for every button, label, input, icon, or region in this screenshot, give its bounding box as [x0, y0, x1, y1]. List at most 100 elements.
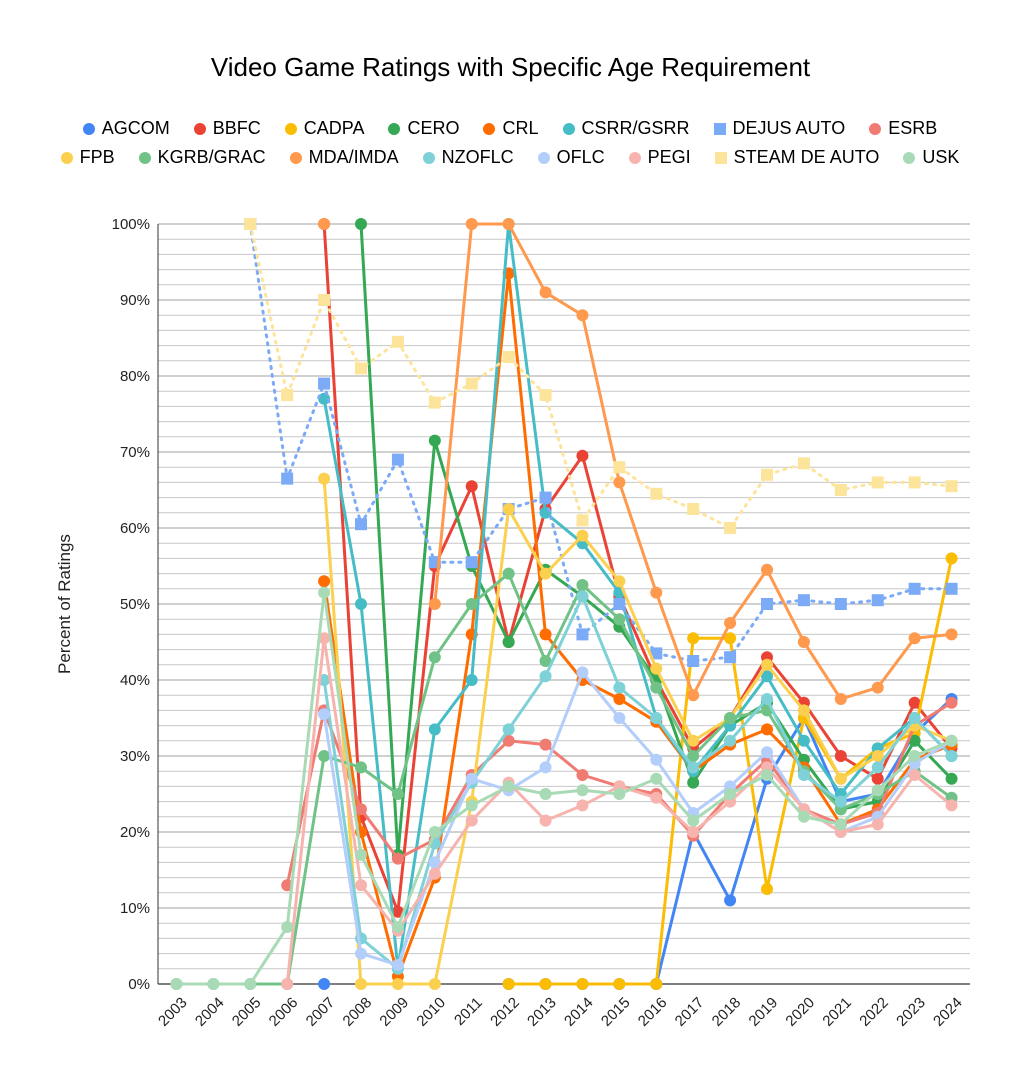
data-point-cadpa: [613, 978, 626, 990]
data-point-oflc: [428, 856, 441, 869]
data-point-mda-imda: [539, 286, 552, 299]
data-point-pegi: [281, 978, 294, 990]
legend-marker: [193, 122, 206, 135]
data-point-nzoflc: [871, 761, 884, 774]
data-point-usk: [613, 788, 626, 800]
data-point-usk: [318, 586, 331, 599]
data-point-cero: [355, 218, 367, 230]
data-point-nzoflc: [687, 761, 700, 774]
data-point-dejus-auto: [687, 655, 700, 667]
data-point-dejus-auto: [871, 594, 884, 607]
data-point-cero: [908, 734, 921, 747]
data-point-crl: [539, 628, 552, 641]
data-point-nzoflc: [502, 723, 515, 736]
data-point-kgrb-grac: [687, 750, 700, 762]
legend-marker: [422, 151, 435, 164]
data-point-oflc: [465, 772, 478, 785]
data-point-mda-imda: [871, 681, 884, 694]
data-point-pegi: [465, 814, 478, 827]
data-point-fpb: [761, 658, 773, 671]
legend-label: OFLC: [556, 147, 605, 167]
legend-marker: [713, 122, 726, 135]
legend-label: BBFC: [212, 118, 261, 138]
data-point-fpb: [428, 978, 441, 990]
x-tick-label: 2016: [635, 994, 671, 1030]
data-point-steam-de-auto: [539, 389, 552, 401]
x-tick-label: 2008: [340, 994, 376, 1030]
data-point-dejus-auto: [724, 651, 737, 664]
data-point-pegi: [355, 879, 367, 892]
data-point-usk: [724, 788, 737, 800]
data-point-steam-de-auto: [318, 294, 331, 306]
legend-row: AGCOM BBFC CADPA CERO CRL CSRR/GSRR DEJUS AUTO…: [40, 118, 980, 139]
legend-label: PEGI: [647, 147, 691, 167]
data-point-esrb: [945, 696, 958, 709]
legend-label: MDA/IMDA: [308, 147, 399, 167]
x-tick-label: 2005: [229, 994, 265, 1030]
data-point-usk: [391, 921, 404, 933]
data-point-esrb: [391, 852, 404, 865]
legend-marker: [138, 151, 151, 164]
data-point-kgrb-grac: [724, 712, 737, 724]
y-tick-label: 90%: [120, 292, 150, 309]
data-point-usk: [945, 734, 958, 747]
data-point-usk: [834, 818, 847, 831]
data-point-kgrb-grac: [613, 613, 626, 626]
data-point-mda-imda: [650, 586, 663, 599]
data-point-oflc: [318, 708, 331, 721]
legend-item-cero: CERO: [388, 118, 459, 139]
data-point-kgrb-grac: [355, 761, 367, 774]
legend-label: NZOFLC: [441, 147, 514, 167]
legend-item-esrb: ESRB: [869, 118, 937, 139]
x-tick-label: 2011: [451, 994, 486, 1029]
data-point-pegi: [539, 814, 552, 827]
data-point-csrr-gsrr: [465, 674, 478, 686]
x-tick-label: 2004: [192, 994, 228, 1030]
data-point-cadpa: [761, 883, 773, 895]
series-line-bbfc: [322, 222, 953, 914]
data-point-mda-imda: [908, 632, 921, 645]
data-point-bbfc: [465, 480, 478, 493]
data-point-bbfc: [908, 696, 921, 709]
data-point-mda-imda: [428, 598, 441, 610]
data-point-fpb: [502, 503, 515, 515]
y-tick-label: 70%: [120, 444, 150, 461]
data-point-fpb: [613, 575, 626, 588]
data-point-kgrb-grac: [576, 579, 589, 591]
data-point-steam-de-auto: [428, 396, 441, 409]
data-point-steam-de-auto: [687, 503, 700, 515]
data-point-mda-imda: [613, 476, 626, 489]
data-point-mda-imda: [761, 563, 773, 576]
data-point-nzoflc: [539, 670, 552, 683]
data-point-csrr-gsrr: [761, 670, 773, 683]
legend-row: FPB KGRB/GRAC MDA/IMDA NZOFLC OFLC PEGI STEAM …: [40, 147, 980, 168]
y-tick-label: 80%: [120, 368, 150, 385]
x-tick-label: 2007: [303, 994, 339, 1030]
data-point-mda-imda: [576, 309, 589, 322]
data-point-oflc: [576, 666, 589, 679]
data-point-steam-de-auto: [871, 476, 884, 489]
data-point-kgrb-grac: [539, 655, 552, 667]
data-point-cadpa: [502, 978, 515, 990]
data-point-dejus-auto: [613, 598, 626, 610]
x-tick-label: 2006: [266, 994, 302, 1030]
legend-item-dejus-auto: DEJUS AUTO: [713, 118, 845, 139]
data-point-bbfc: [391, 905, 404, 918]
data-point-bbfc: [834, 750, 847, 762]
data-point-usk: [908, 750, 921, 762]
data-point-cero: [428, 434, 441, 447]
legend-marker: [562, 122, 575, 135]
legend-marker: [628, 151, 641, 164]
data-point-mda-imda: [502, 218, 515, 230]
data-point-agcom: [724, 894, 737, 907]
data-point-pegi: [687, 826, 700, 838]
data-point-fpb: [871, 750, 884, 762]
data-point-bbfc: [576, 449, 589, 462]
data-point-fpb: [797, 704, 810, 717]
data-point-usk: [871, 784, 884, 797]
data-point-dejus-auto: [355, 518, 367, 531]
legend-marker: [82, 122, 95, 135]
data-point-kgrb-grac: [650, 681, 663, 694]
y-tick-label: 10%: [120, 900, 150, 917]
